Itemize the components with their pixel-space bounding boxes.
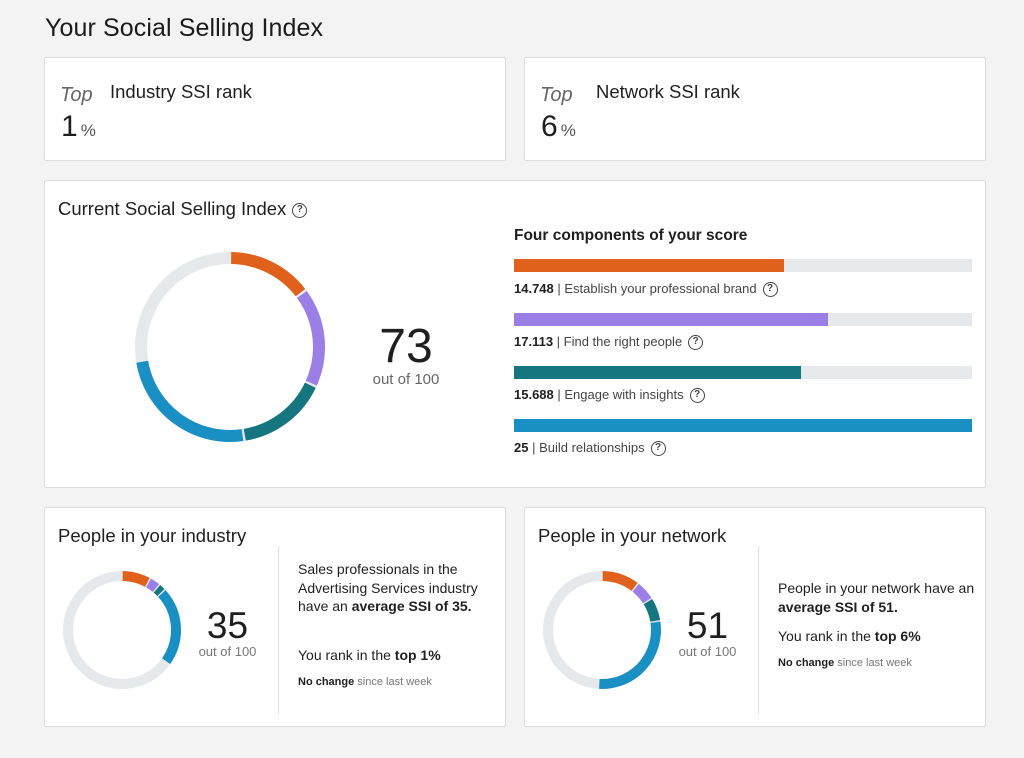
help-icon[interactable]: ? [292,202,308,218]
help-icon[interactable]: ? [650,441,666,457]
industry-rank-bold: top 1% [394,647,441,663]
industry-rank-value: 1% [61,110,96,144]
component-name: Establish your professional brand [564,281,757,296]
donut-segment [158,590,181,665]
component-label-engage: 15.688 | Engage with insights? [514,387,705,404]
network-card: People in your network 51 out of 100 Peo… [524,507,986,727]
network-rank-number: 6 [541,110,558,143]
network-desc-bold: average SSI of 51. [778,598,898,615]
industry-rank-number: 1 [61,110,78,143]
network-change-bold: No change [778,657,835,669]
industry-average-text: Sales professionals in the Advertising S… [298,560,493,616]
help-icon[interactable]: ? [688,335,704,351]
current-ssi-donut [135,252,325,442]
network-rank-title: Network SSI rank [596,81,740,102]
divider [758,546,759,714]
industry-desc-bold: average SSI of 35. [351,598,472,614]
component-bar-engage [514,366,972,379]
industry-rank-prefix: You rank in the [298,647,395,663]
current-ssi-card: Current Social Selling Index? 73 out of … [44,180,986,488]
component-bar-fill [514,313,828,326]
network-rank-unit: % [560,121,576,140]
network-score-value: 51 [686,605,729,646]
current-ssi-score-value: 73 [379,320,433,373]
help-icon[interactable]: ? [689,388,705,404]
component-bar-find [514,313,972,326]
current-ssi-score: 73 out of 100 [351,320,461,389]
donut-segment [643,599,661,622]
component-score: 17.113 [514,334,554,349]
network-change-text: No change since last week [778,657,912,669]
industry-rank-text: You rank in the top 1% [298,646,493,665]
component-score: 15.688 [514,387,554,402]
divider [278,546,279,714]
component-label-find: 17.113 | Find the right people? [514,334,704,351]
component-bar-fill [514,259,785,272]
network-rank-text: You rank in the top 6% [778,627,978,646]
industry-change-bold: No change [298,676,355,688]
current-ssi-title-row: Current Social Selling Index? [58,198,308,220]
industry-score: 35 out of 100 [185,607,270,659]
network-average-text: People in your network have an average S… [778,579,978,616]
component-name: Engage with insights [564,387,684,402]
donut-segment [230,252,306,297]
donut-segment [632,583,652,604]
component-score: 25 [514,440,529,455]
donut-segment [296,290,325,386]
components-title: Four components of your score [514,227,748,244]
industry-rank-card: Top Industry SSI rank 1% [44,57,506,161]
current-ssi-out-of: out of 100 [372,371,440,388]
network-rank-top-label: Top [540,84,573,106]
donut-segment [243,382,316,441]
donut-segment [599,621,661,689]
industry-score-value: 35 [206,605,249,646]
network-rank-value: 6% [541,110,576,144]
network-donut [543,571,661,689]
component-bar-build [514,419,972,432]
donut-segment [136,360,244,442]
component-bar-fill [514,419,972,432]
component-name: Find the right people [563,334,683,349]
page-title: Your Social Selling Index [45,14,324,42]
network-rank-prefix: You rank in the [778,628,875,644]
industry-out-of: out of 100 [198,644,257,659]
network-title: People in your network [538,525,727,546]
network-change-rest: since last week [834,657,912,669]
help-icon[interactable]: ? [762,282,778,298]
industry-rank-top-label: Top [60,84,93,106]
industry-rank-title: Industry SSI rank [110,81,252,102]
current-ssi-title: Current Social Selling Index [58,198,287,219]
network-rank-card: Top Network SSI rank 6% [524,57,986,161]
industry-change-text: No change since last week [298,676,432,688]
industry-rank-unit: % [80,121,96,140]
industry-desc-text: Sales professionals in the Advertising S… [298,561,478,614]
component-label-build: 25 | Build relationships? [514,440,666,457]
donut-segment [122,571,150,587]
component-name: Build relationships [539,440,645,455]
industry-card: People in your industry 35 out of 100 Sa… [44,507,506,727]
network-desc-text: People in your network have an [778,580,975,596]
donut-segment [146,578,160,592]
industry-donut [63,571,181,689]
component-bar-brand [514,259,972,272]
network-score: 51 out of 100 [665,607,750,659]
component-label-brand: 14.748 | Establish your professional bra… [514,281,778,298]
donut-segment [602,571,638,592]
network-out-of: out of 100 [678,644,737,659]
industry-change-rest: since last week [354,676,432,688]
component-score: 14.748 [514,281,554,296]
donut-segment [153,585,165,597]
industry-title: People in your industry [58,525,247,546]
component-bar-fill [514,366,802,379]
network-rank-bold: top 6% [874,628,921,644]
